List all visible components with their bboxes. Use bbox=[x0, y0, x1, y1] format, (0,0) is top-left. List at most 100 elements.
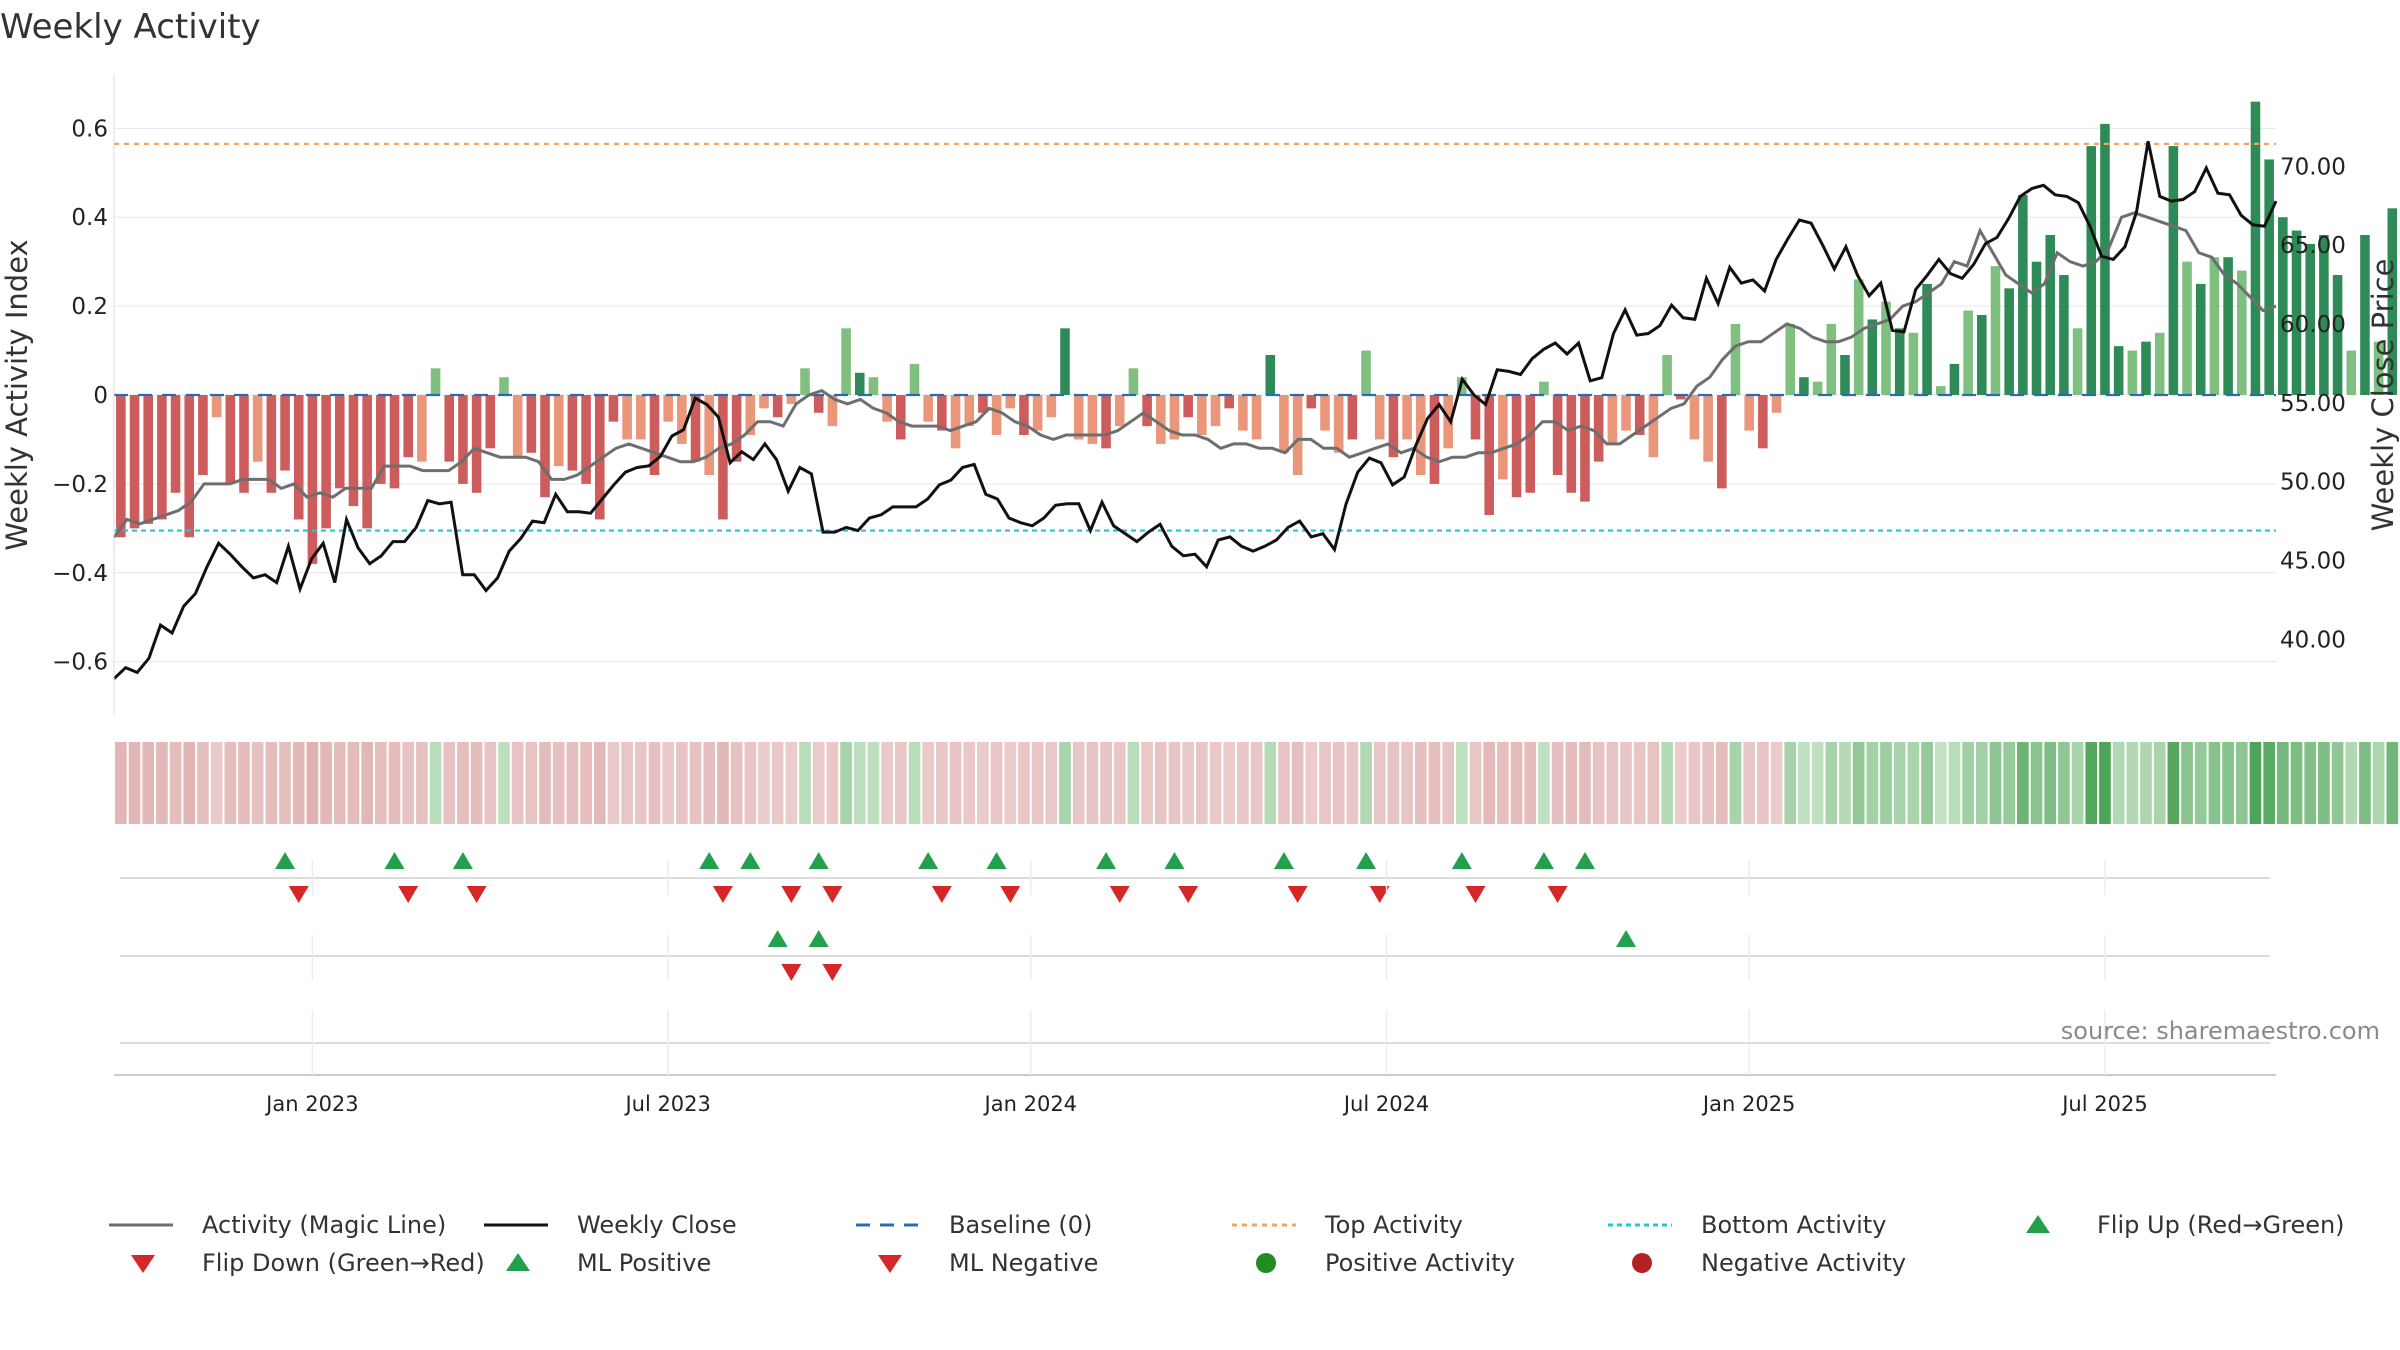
flip-markers bbox=[114, 852, 2276, 1076]
heat-strip-cell bbox=[2099, 742, 2111, 824]
heat-strip-cell bbox=[1086, 742, 1099, 824]
ml-negative-marker bbox=[822, 964, 843, 981]
activity-bar bbox=[1019, 395, 1029, 435]
flip-up-marker bbox=[1451, 852, 1472, 869]
heat-strip-cell bbox=[607, 742, 620, 824]
activity-bar bbox=[882, 395, 892, 422]
activity-bar bbox=[376, 395, 386, 484]
x-tick-label: Jan 2025 bbox=[1701, 1092, 1796, 1116]
activity-bar bbox=[1279, 395, 1289, 453]
activity-bar bbox=[266, 395, 277, 493]
heat-strip-cell bbox=[1154, 742, 1167, 824]
x-tick-label: Jul 2023 bbox=[623, 1092, 710, 1116]
activity-bar bbox=[1320, 395, 1330, 431]
left-tick-label: 0.4 bbox=[71, 205, 108, 231]
activity-bar bbox=[745, 395, 756, 435]
heat-strip-cell bbox=[2017, 742, 2029, 824]
flip-up-marker bbox=[1164, 852, 1185, 869]
heat-strip-cell bbox=[156, 742, 168, 824]
activity-bar bbox=[718, 395, 728, 520]
activity-bar bbox=[2264, 159, 2274, 395]
heat-strip-cell bbox=[1223, 742, 1236, 824]
activity-bar bbox=[499, 377, 509, 395]
activity-bar bbox=[239, 395, 249, 493]
heat-strip-cell bbox=[593, 742, 606, 824]
legend-label: Bottom Activity bbox=[1701, 1211, 1886, 1239]
activity-bar bbox=[2332, 275, 2343, 395]
right-tick-label: 45.00 bbox=[2280, 549, 2346, 575]
left-tick-label: −0.6 bbox=[52, 650, 108, 676]
activity-bar bbox=[1634, 395, 1645, 435]
activity-bar bbox=[608, 395, 619, 422]
activity-bar bbox=[1593, 395, 1604, 462]
heat-strip-cell bbox=[730, 742, 743, 824]
heat-strip-cell bbox=[936, 742, 948, 824]
activity-bar bbox=[1429, 395, 1440, 484]
heat-strip-cell bbox=[2263, 742, 2275, 824]
heat-strip-cell bbox=[1852, 742, 1865, 824]
axes: 0.6 0.4 0.2 0 −0.2 −0.4 −0.6 70.00 65.00 60.00 55.… bbox=[52, 75, 2346, 715]
activity-bar bbox=[1758, 395, 1768, 449]
activity-bar bbox=[198, 395, 208, 475]
heat-strip-cell bbox=[279, 742, 291, 824]
legend-label: ML Positive bbox=[577, 1249, 711, 1277]
activity-bar bbox=[1402, 395, 1412, 440]
activity-bar bbox=[1251, 395, 1262, 440]
activity-bar bbox=[157, 395, 167, 520]
heat-strip-cell bbox=[238, 742, 250, 824]
activity-bar bbox=[1347, 395, 1358, 440]
activity-bar bbox=[636, 395, 646, 440]
activity-bar bbox=[1238, 395, 1248, 431]
activity-bar bbox=[1922, 283, 1932, 395]
activity-bar bbox=[2072, 328, 2083, 395]
heat-strip-cell bbox=[812, 742, 825, 824]
activity-bar bbox=[526, 395, 537, 453]
series-lines bbox=[112, 140, 2278, 680]
activity-bar bbox=[841, 328, 851, 395]
flip-down-marker bbox=[398, 886, 419, 903]
activity-bar bbox=[1224, 395, 1234, 409]
heat-strip-cell bbox=[1113, 742, 1126, 824]
heat-strip-cell bbox=[1579, 742, 1591, 824]
activity-bar bbox=[978, 395, 988, 413]
activity-bar bbox=[1292, 395, 1303, 475]
heat-strip-cell bbox=[1455, 742, 1468, 824]
heat-strip-cell bbox=[1633, 742, 1646, 824]
activity-bar bbox=[1840, 355, 1850, 395]
legend-label: Negative Activity bbox=[1701, 1249, 1906, 1277]
chart-title: Weekly Activity bbox=[0, 7, 261, 47]
flip-up-marker bbox=[740, 852, 761, 869]
activity-bar bbox=[1073, 395, 1084, 440]
heat-strip-cell bbox=[552, 742, 565, 824]
heat-strip-cell bbox=[881, 742, 893, 824]
heat-strip-cell bbox=[1620, 742, 1632, 824]
heat-strip-cell bbox=[1811, 742, 1824, 824]
activity-bar bbox=[321, 395, 331, 529]
heat-strip-cell bbox=[1141, 742, 1153, 824]
activity-bar bbox=[800, 368, 810, 395]
activity-bar bbox=[1566, 395, 1577, 493]
activity-bar bbox=[1511, 395, 1522, 498]
legend-label: Baseline (0) bbox=[949, 1211, 1092, 1239]
flip-up-marker bbox=[1533, 852, 1554, 869]
heat-strip-cell bbox=[183, 742, 196, 824]
heat-strip-cell bbox=[1962, 742, 1974, 824]
heat-strip-cell bbox=[2140, 742, 2152, 824]
activity-bar bbox=[1935, 386, 1946, 395]
heat-strip-cell bbox=[1757, 742, 1769, 824]
activity-bars bbox=[116, 101, 2398, 564]
activity-bar bbox=[471, 395, 482, 493]
activity-bar bbox=[184, 395, 195, 538]
activity-bar bbox=[1306, 395, 1317, 409]
ml-negative-marker bbox=[781, 964, 802, 981]
activity-bar bbox=[663, 395, 673, 422]
activity-bar bbox=[2209, 257, 2220, 395]
ml-positive-marker bbox=[1616, 930, 1637, 947]
heat-strip-cell bbox=[1729, 742, 1742, 824]
magic-line-series bbox=[112, 211, 2277, 539]
activity-bar bbox=[1169, 395, 1180, 440]
heat-strip-cell bbox=[2386, 742, 2399, 824]
activity-bar bbox=[1361, 350, 1371, 395]
activity-bar bbox=[1210, 395, 1221, 427]
